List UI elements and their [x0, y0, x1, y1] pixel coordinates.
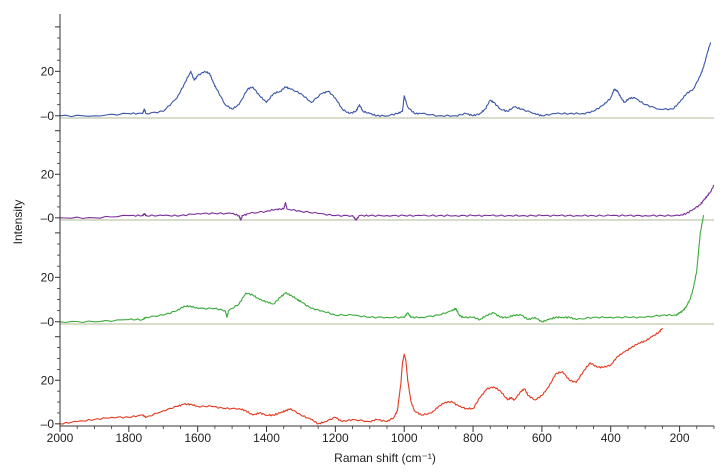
y-tick-label: –0: [41, 315, 55, 329]
y-tick-label: –0: [41, 211, 55, 225]
spectrum-trace-1: [59, 42, 712, 118]
x-tick-label: 1400: [253, 431, 280, 445]
x-axis-label: Raman shift (cm⁻¹): [334, 451, 436, 465]
y-axis-label: Intensity: [11, 200, 25, 245]
panel-separators: [60, 117, 714, 325]
y-tick-label: 20: [41, 373, 55, 387]
y-tick-label: –0: [41, 109, 55, 123]
spectrum-trace-3: [59, 214, 705, 324]
spectrum-trace-2: [59, 184, 715, 221]
x-tick-label: 800: [463, 431, 483, 445]
x-tick-label: 1200: [322, 431, 349, 445]
x-tick-label: 1000: [391, 431, 418, 445]
y-tick-label: –0: [41, 417, 55, 431]
x-ticks: 2000 1800 1600 1400 1200 1000 800 600 400 200: [47, 426, 715, 445]
y-tick-label: 20: [41, 270, 55, 284]
y-tick-label: 20: [41, 64, 55, 78]
spectra-traces: [59, 42, 715, 425]
x-tick-label: 1600: [184, 431, 211, 445]
x-tick-label: 1800: [115, 431, 142, 445]
spectrum-trace-4: [59, 327, 663, 425]
x-tick-label: 400: [601, 431, 621, 445]
y-ticks: 20 –0 20 –0 20 –0 20 –0: [41, 26, 60, 431]
x-tick-label: 200: [670, 431, 690, 445]
x-tick-label: 2000: [47, 431, 74, 445]
y-tick-label: 20: [41, 167, 55, 181]
x-tick-label: 600: [532, 431, 552, 445]
